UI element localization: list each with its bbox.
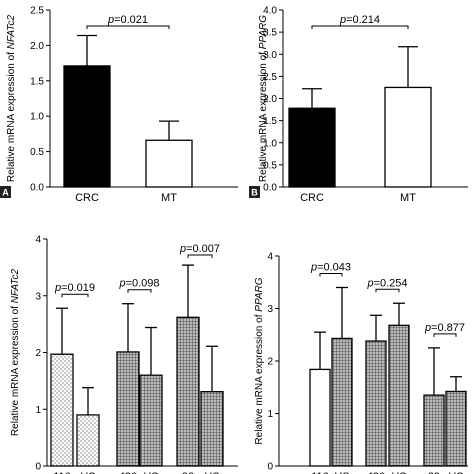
- panel-d-category-label: HS: [448, 471, 463, 474]
- panel-d-p-value-label: p=0.877: [424, 322, 465, 334]
- panel-d-y-tick-label: 1: [267, 409, 273, 420]
- panel-c-y-axis-label: Relative mRNA expression of NFATc2: [10, 269, 21, 437]
- panel-b-y-tick-label: 2.0: [263, 94, 277, 105]
- panel-c-y-tick-label: 2: [35, 348, 41, 359]
- panel-d-category-label: HS: [334, 471, 349, 474]
- chart-panel-a: 0.0 0.5 1.0 1.5 2.0 2.5 Relative mRNA expressi…: [6, 6, 238, 204]
- panel-b-significance-bracket: [311, 25, 409, 29]
- panel-c-y-tick-label: 0: [35, 462, 41, 473]
- panel-d-y-tick-label: 4: [267, 252, 273, 263]
- panel-d-bar: [309, 368, 331, 467]
- panel-c-category-label: 116: [53, 471, 71, 474]
- panel-a-y-tick-label: 2.5: [30, 6, 44, 17]
- panel-b-y-tick-label: 1.5: [263, 116, 277, 127]
- panel-d-bar: [423, 394, 445, 467]
- panel-d-y-axis-label: Relative mRNA expression of PPARG: [254, 277, 265, 444]
- panel-d-bar: [388, 324, 410, 467]
- panel-b-y-tick-label: 2.5: [263, 72, 277, 83]
- panel-c-category-label: 480: [119, 471, 137, 474]
- panel-c-bar: [176, 316, 200, 467]
- panel-d-y-tick-label: 0: [267, 462, 273, 473]
- panel-b-p-value-label: p=0.214: [339, 14, 380, 26]
- panel-c-p-value-label: p=0.007: [179, 243, 220, 255]
- panel-d-bar: [331, 337, 353, 467]
- panel-c-p-value-label: p=0.098: [118, 278, 159, 290]
- panel-b-y-tick-label: 1.0: [263, 138, 277, 149]
- panel-b-y-tick-label: 4.0: [263, 6, 277, 17]
- panel-a-p-value-label: p=0.021: [107, 14, 148, 26]
- panel-b-y-tick-label: 0.0: [263, 183, 277, 194]
- panel-b-bar: [288, 107, 336, 188]
- panel-c-y-tick-label: 3: [35, 291, 41, 302]
- panel-d-y-tick-label: 2: [267, 357, 273, 368]
- panel-c-bar: [76, 414, 100, 467]
- panel-c-p-value-label: p=0.019: [54, 282, 95, 294]
- panel-c-significance-bracket: [187, 254, 213, 258]
- panel-d-p-value-label: p=0.043: [310, 262, 351, 274]
- panel-d-category-label: HS: [391, 471, 406, 474]
- panel-a-y-tick-label: 0.0: [30, 183, 44, 194]
- panel-a-category-label: MT: [161, 192, 177, 204]
- panel-b-y-axis-label: Relative mRNA expression of PPARG: [258, 15, 269, 182]
- panel-c-bar: [139, 374, 163, 467]
- panel-d-significance-bracket: [375, 288, 400, 293]
- panel-d-p-value-label: p=0.254: [366, 277, 407, 289]
- panel-d-category-label: 116: [311, 471, 329, 474]
- panel-a-y-axis-label: Relative mRNA expression of NFATc2: [6, 15, 17, 183]
- panel-d-category-label: 29: [428, 471, 440, 474]
- panel-c-category-label: HS: [80, 471, 95, 474]
- panel-b-bar: [384, 86, 432, 188]
- chart-panel-d: 0 1 2 3 4 Relative mRNA expression of PPARG 11…: [254, 252, 468, 474]
- svg-text:B: B: [251, 188, 258, 198]
- panel-c-y-tick-label: 4: [35, 235, 41, 246]
- panel-c-category-label: HS: [143, 471, 158, 474]
- panel-d-bar: [445, 390, 467, 467]
- panel-a-significance-bracket: [86, 25, 170, 29]
- panel-c-significance-bracket: [127, 289, 152, 293]
- panel-c-bar: [200, 391, 224, 467]
- panel-tag-b: B: [249, 186, 260, 198]
- panel-c-category-label: HS: [204, 471, 219, 474]
- panel-a-category-label: CRC: [75, 192, 99, 204]
- panel-d-significance-bracket: [319, 273, 343, 277]
- panel-a-bar: [63, 65, 111, 188]
- panel-a-bar: [145, 139, 193, 188]
- chart-panel-c: 0 1 2 3 4 Relative mRNA expression of NFATc2 1…: [10, 235, 238, 474]
- panel-c-y-tick-label: 1: [35, 405, 41, 416]
- panel-d-bar: [365, 340, 387, 467]
- panel-a-y-tick-label: 1.0: [30, 112, 44, 123]
- panel-a-y-tick-label: 2.0: [30, 41, 44, 52]
- panel-b-category-label: CRC: [300, 192, 324, 204]
- panel-b-category-label: MT: [400, 192, 416, 204]
- panel-d-category-label: 480: [367, 471, 385, 474]
- panel-a-y-tick-label: 0.5: [30, 147, 44, 158]
- panel-tag-a: A: [0, 186, 11, 198]
- panel-c-bar: [50, 353, 74, 467]
- panel-c-significance-bracket: [61, 293, 89, 298]
- svg-text:A: A: [2, 188, 9, 198]
- panel-a-y-tick-label: 1.5: [30, 76, 44, 87]
- panel-b-y-tick-label: 3.0: [263, 50, 277, 61]
- panel-b-y-tick-label: 0.5: [263, 160, 277, 171]
- panel-c-category-label: 29: [182, 471, 194, 474]
- panel-d-significance-bracket: [433, 333, 457, 337]
- panel-d-y-tick-label: 3: [267, 304, 273, 315]
- panel-c-bar: [116, 351, 140, 467]
- panel-b-y-tick-label: 3.5: [263, 28, 277, 39]
